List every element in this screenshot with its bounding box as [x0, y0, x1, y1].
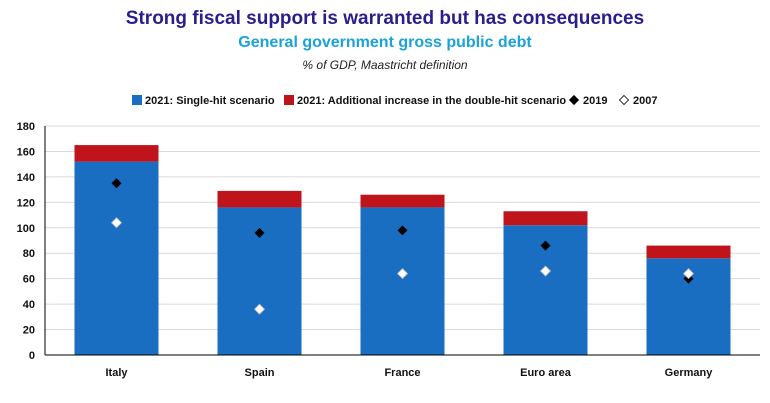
legend-label: 2019 [583, 95, 607, 107]
y-tick-label: 20 [23, 325, 35, 337]
marker-2007 [396, 268, 409, 280]
legend: 2021: Single-hit scenario 2021: Additiona… [132, 94, 657, 107]
bar-double-hit-increase [503, 211, 588, 226]
x-category-label: Spain [245, 367, 275, 379]
legend-swatch [132, 95, 142, 105]
x-category-label: Germany [665, 367, 714, 379]
y-tick-label: 100 [17, 223, 35, 235]
y-tick-label: 80 [23, 248, 35, 260]
chart-unit-note: % of GDP, Maastricht definition [302, 58, 468, 72]
x-category-label: Euro area [520, 367, 572, 379]
legend-label: 2007 [633, 95, 657, 107]
y-tick-label: 0 [29, 350, 35, 362]
y-tick-label: 40 [23, 299, 35, 311]
marker-2019 [540, 240, 551, 251]
legend-marker [568, 94, 580, 106]
marker-2019 [111, 178, 122, 189]
y-tick-label: 60 [23, 274, 35, 286]
bar-double-hit-increase [217, 190, 302, 208]
marker-2007 [539, 265, 552, 277]
marker-2019 [254, 227, 265, 238]
x-category-label: Italy [105, 367, 128, 379]
chart-title: Strong fiscal support is warranted but h… [125, 8, 645, 29]
bar-double-hit-increase [646, 245, 731, 259]
markers [110, 178, 695, 315]
marker-2019 [397, 225, 408, 236]
y-tick-label: 140 [17, 172, 35, 184]
x-category-label: France [384, 367, 420, 379]
axes: 0 20 40 60 80 100 120 140 160 180 Italy Spain France… [17, 121, 760, 379]
y-tick-label: 160 [17, 146, 35, 158]
marker-2007 [682, 268, 695, 280]
y-tick-label: 180 [17, 121, 35, 133]
legend-label: 2021: Additional increase in the double-… [297, 95, 566, 107]
legend-swatch [284, 95, 294, 105]
legend-label: 2021: Single-hit scenario [145, 95, 275, 107]
bar-single-hit [74, 161, 159, 355]
marker-2007 [253, 303, 266, 315]
marker-2007 [110, 217, 123, 229]
bar-double-hit-increase [74, 145, 159, 162]
bar-double-hit-increase [360, 194, 445, 208]
legend-marker [618, 94, 630, 106]
y-tick-label: 120 [17, 197, 35, 209]
chart-subtitle: General government gross public debt [238, 34, 532, 51]
